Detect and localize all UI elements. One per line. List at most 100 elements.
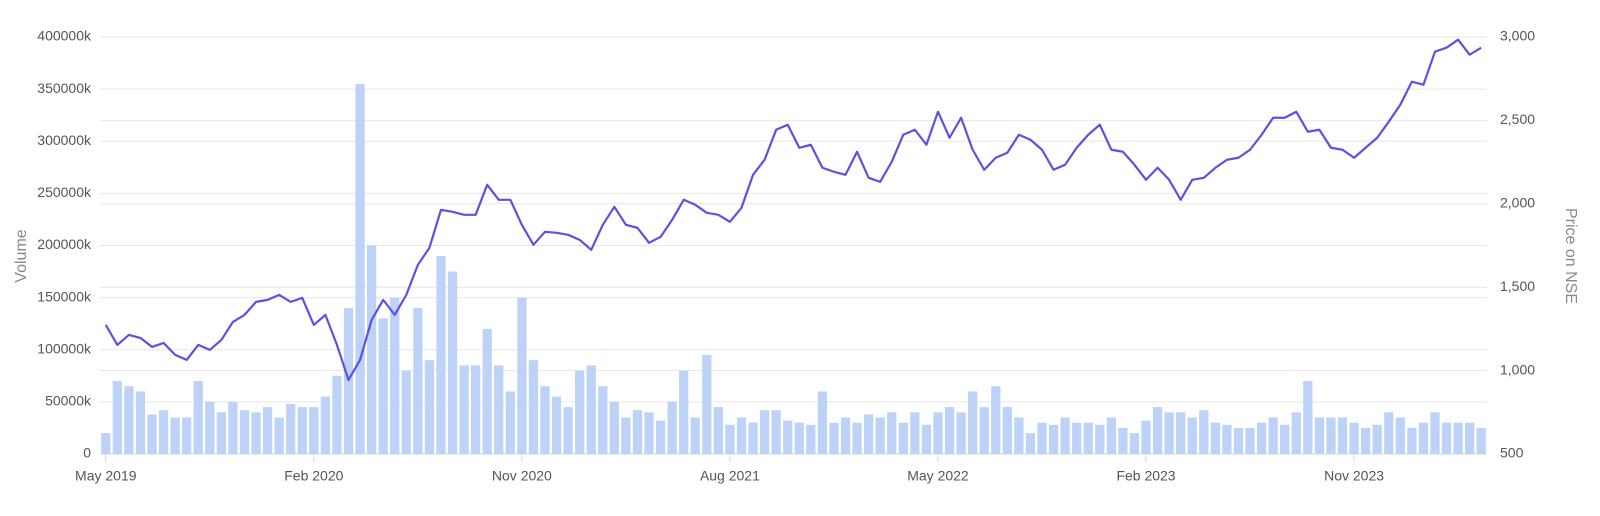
volume-bar (759, 410, 770, 454)
volume-bar (1280, 424, 1290, 454)
volume-bar (551, 396, 562, 454)
volume-bar (262, 407, 273, 454)
volume-bar (1303, 381, 1313, 454)
y-tick-label: 150000k (37, 288, 92, 304)
y-tick-label: 100000k (37, 340, 92, 356)
volume-bar (1361, 427, 1371, 454)
y-tick-label: 300000k (37, 132, 92, 148)
volume-bar (1014, 417, 1024, 454)
x-tick-label: Feb 2020 (284, 468, 343, 484)
volume-bar (505, 391, 515, 454)
volume-bar (1095, 424, 1105, 454)
volume-bar (621, 417, 631, 454)
volume-bar (182, 417, 192, 454)
volume-bar (1222, 424, 1232, 454)
volume-bar (517, 297, 527, 454)
volume-bar (806, 424, 816, 454)
y-tick-label: 350000k (37, 80, 92, 96)
volume-bar (1326, 417, 1336, 454)
volume-bar (1407, 427, 1417, 454)
volume-bar (135, 391, 146, 454)
volume-bar (875, 417, 885, 454)
volume-bar (829, 422, 839, 454)
volume-bar (898, 422, 908, 454)
volume-bar (1176, 412, 1186, 454)
volume-bar (1268, 417, 1278, 454)
volume-bar (736, 417, 747, 454)
volume-bar (286, 403, 296, 454)
y2-tick-label: 3,000 (1500, 28, 1535, 44)
volume-bar (309, 407, 319, 454)
volume-bar (1465, 422, 1475, 454)
volume-bar (1384, 412, 1394, 454)
volume-bar (1164, 412, 1174, 454)
volume-bar (1210, 422, 1221, 454)
volume-bar (1476, 427, 1486, 454)
volume-bar (540, 386, 550, 454)
volume-bar (713, 407, 723, 454)
volume-bar (979, 407, 989, 454)
volume-bar (956, 412, 966, 454)
y-tick-label: 250000k (37, 184, 92, 200)
volume-bar (667, 401, 677, 454)
volume-bar (1106, 417, 1116, 454)
volume-bar (748, 422, 758, 454)
y-tick-label: 400000k (37, 28, 92, 44)
volume-bar (332, 375, 342, 454)
volume-bar (101, 433, 111, 454)
volume-bar (1083, 422, 1093, 454)
volume-bar (447, 271, 458, 454)
volume-bar (494, 365, 504, 454)
volume-bar (702, 354, 712, 454)
volume-bar (1048, 424, 1059, 454)
volume-bar (1453, 422, 1463, 454)
volume-bar (355, 83, 365, 454)
volume-bar (1314, 417, 1325, 454)
volume-bar (297, 407, 307, 454)
y2-axis-title: Price on NSE (1562, 208, 1579, 304)
volume-bar (1441, 422, 1452, 454)
volume-bar (783, 420, 793, 454)
x-tick-label: Nov 2023 (1324, 468, 1384, 484)
volume-bar (251, 412, 261, 454)
volume-bar (563, 407, 573, 454)
volume-bar (147, 414, 157, 454)
volume-bar (366, 245, 377, 454)
y-axis-title: Volume (13, 229, 30, 282)
volume-bar (1395, 417, 1405, 454)
y2-tick-label: 500 (1500, 445, 1524, 461)
volume-bar (1129, 433, 1140, 454)
volume-bar (991, 386, 1001, 454)
volume-bar (459, 365, 469, 454)
volume-bar (679, 370, 689, 454)
volume-bar (1072, 422, 1082, 454)
volume-bar (390, 297, 400, 454)
y-tick-label: 50000k (45, 393, 92, 409)
volume-bar (378, 318, 388, 454)
volume-bar (1002, 407, 1012, 454)
volume-bar (817, 391, 828, 454)
volume-bar (609, 401, 619, 454)
volume-bar (1372, 424, 1382, 454)
y2-tick-label: 2,500 (1500, 111, 1535, 127)
y-tick-label: 0 (83, 445, 91, 461)
y-tick-label: 200000k (37, 236, 92, 252)
volume-bar (1187, 417, 1197, 454)
volume-bar (228, 401, 238, 454)
volume-bar (921, 424, 932, 454)
volume-bar (794, 422, 804, 454)
volume-bar (586, 365, 596, 454)
volume-bar (933, 412, 943, 454)
volume-bar (205, 401, 215, 454)
volume-bar (1245, 427, 1255, 454)
volume-bar (436, 255, 446, 454)
volume-bar (575, 370, 585, 454)
volume-bar (158, 410, 169, 454)
volume-bar (771, 410, 781, 454)
volume-bar (852, 422, 862, 454)
volume-bar (1349, 422, 1359, 454)
volume-bar (193, 381, 203, 454)
volume-bar (725, 424, 735, 454)
volume-bar (864, 414, 874, 454)
